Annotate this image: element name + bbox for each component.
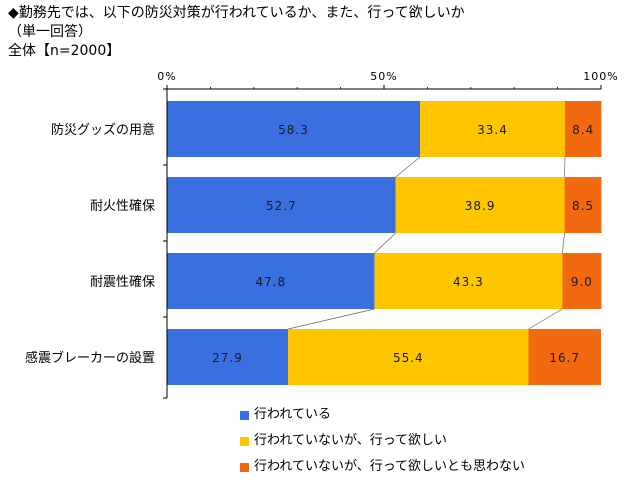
legend: 行われている 行われていないが、行って欲しい 行われていないが、行って欲しいとも… bbox=[240, 402, 525, 480]
category-label: 感震ブレーカーの設置 bbox=[25, 350, 155, 366]
data-label: 55.4 bbox=[393, 351, 424, 365]
legend-swatch-series-3 bbox=[240, 462, 249, 472]
bar-segment bbox=[528, 329, 601, 385]
data-label: 16.7 bbox=[549, 351, 580, 365]
bar-segment bbox=[420, 101, 565, 157]
category-label: 耐震性確保 bbox=[90, 274, 155, 290]
legend-swatch-series-1 bbox=[240, 410, 249, 420]
series-connector-line bbox=[374, 232, 396, 254]
category-label: 防災グッズの用意 bbox=[51, 122, 155, 138]
legend-label-series-1: 行われている bbox=[254, 407, 331, 422]
data-label: 9.0 bbox=[571, 275, 593, 289]
bar-segment bbox=[374, 253, 563, 309]
data-label: 58.3 bbox=[278, 123, 309, 137]
legend-swatch-series-2 bbox=[240, 436, 249, 446]
data-label: 8.5 bbox=[572, 199, 594, 213]
data-label: 8.4 bbox=[572, 123, 594, 137]
legend-label-series-2: 行われていないが、行って欲しい bbox=[254, 433, 448, 448]
series-connector-line bbox=[395, 156, 421, 178]
chart-title: ◆勤務先では、以下の防災対策が行われているか、また、行って欲しいか bbox=[8, 5, 465, 21]
series-connector-line bbox=[562, 232, 565, 254]
bar-segment bbox=[564, 177, 602, 233]
legend-label-series-3: 行われていないが、行って欲しいとも思わない bbox=[254, 459, 526, 474]
data-label: 38.9 bbox=[465, 199, 496, 213]
legend-item-series-2: 行われていないが、行って欲しい bbox=[240, 428, 525, 454]
title-block: ◆勤務先では、以下の防災対策が行われているか、また、行って欲しいか （単一回答）… bbox=[8, 4, 465, 61]
category-label: 耐火性確保 bbox=[90, 198, 155, 214]
data-label: 33.4 bbox=[477, 123, 508, 137]
data-label: 47.8 bbox=[255, 275, 286, 289]
series-connector-line bbox=[288, 308, 375, 330]
bar-segment bbox=[167, 253, 375, 309]
bar-segment bbox=[288, 329, 529, 385]
data-label: 43.3 bbox=[453, 275, 484, 289]
bar-segment bbox=[167, 177, 396, 233]
data-label: 52.7 bbox=[266, 199, 297, 213]
bar-segment bbox=[167, 101, 421, 157]
bar-segment bbox=[562, 253, 602, 309]
data-label: 27.9 bbox=[212, 351, 243, 365]
legend-item-series-1: 行われている bbox=[240, 402, 525, 428]
bar-segment bbox=[395, 177, 565, 233]
bar-segment bbox=[167, 329, 289, 385]
x-tick-label: 100% bbox=[583, 70, 618, 83]
x-tick-label: 50% bbox=[370, 70, 397, 83]
x-tick-label: 0% bbox=[157, 70, 176, 83]
legend-item-series-3: 行われていないが、行って欲しいとも思わない bbox=[240, 454, 525, 480]
series-connector-line bbox=[528, 308, 563, 330]
bar-segment bbox=[564, 101, 602, 157]
chart-subtitle: （単一回答） bbox=[8, 24, 92, 40]
sample-size: 全体【n=2000】 bbox=[8, 43, 121, 59]
